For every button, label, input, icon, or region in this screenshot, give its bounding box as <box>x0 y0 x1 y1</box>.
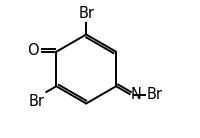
Text: Br: Br <box>28 94 44 109</box>
Text: N: N <box>131 87 142 102</box>
Text: Br: Br <box>78 6 94 21</box>
Text: O: O <box>27 43 39 58</box>
Text: Br: Br <box>147 87 163 102</box>
